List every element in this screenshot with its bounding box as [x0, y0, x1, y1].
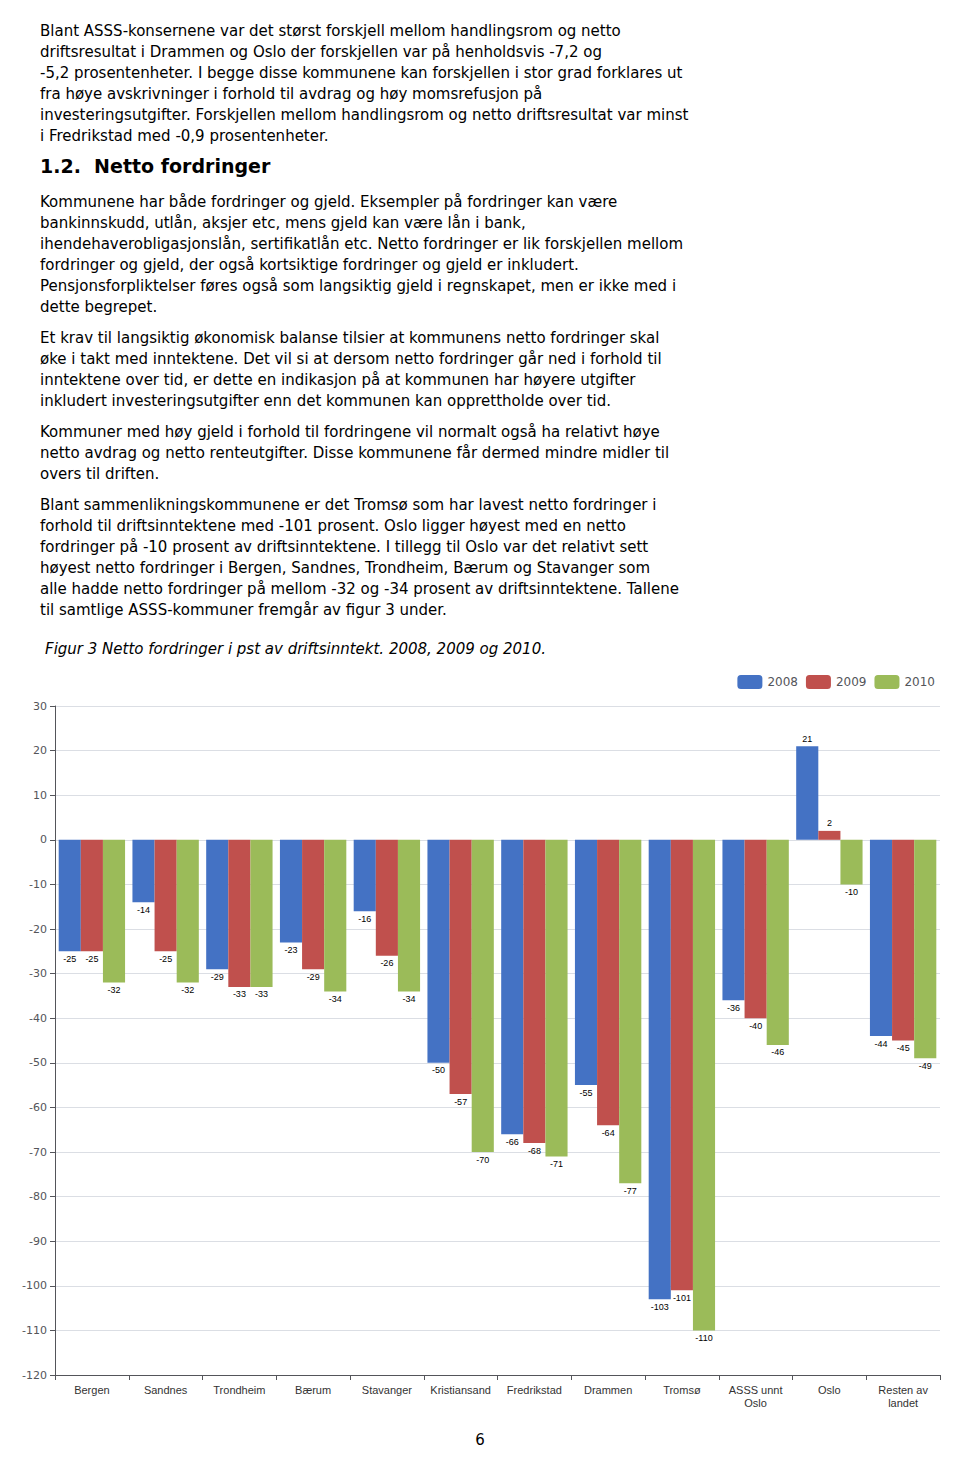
svg-text:10: 10 [33, 789, 47, 802]
svg-text:i Fredrikstad med -0,9 prosent: i Fredrikstad med -0,9 prosentenheter. [40, 127, 329, 145]
svg-text:-34: -34 [329, 994, 342, 1004]
svg-text:fordringer og gjeld, der også: fordringer og gjeld, der også kortsiktig… [40, 256, 579, 274]
svg-text:alle hadde netto fordringer på: alle hadde netto fordringer på mellom -3… [40, 580, 679, 598]
svg-text:-29: -29 [307, 972, 320, 982]
svg-text:-32: -32 [181, 985, 194, 995]
svg-text:Pensjonsforpliktelser føres og: Pensjonsforpliktelser føres også som lan… [40, 277, 676, 295]
svg-text:-60: -60 [29, 1101, 47, 1114]
svg-text:-33: -33 [233, 989, 246, 999]
svg-text:Drammen: Drammen [584, 1384, 632, 1396]
svg-text:ihendehaverobligasjonslån, ser: ihendehaverobligasjonslån, sertifikatlån… [40, 235, 683, 253]
svg-text:forhold til driftsinntektene m: forhold til driftsinntektene med -101 pr… [40, 517, 626, 535]
svg-text:30: 30 [33, 700, 47, 713]
svg-text:-26: -26 [380, 958, 393, 968]
svg-text:Kristiansand: Kristiansand [430, 1384, 491, 1396]
svg-text:-77: -77 [624, 1186, 637, 1196]
svg-text:-34: -34 [402, 994, 415, 1004]
svg-text:Blant sammenlikningskommunene: Blant sammenlikningskommunene er det Tro… [40, 496, 656, 514]
svg-text:bankinnskudd, utlån, aksjer et: bankinnskudd, utlån, aksjer etc, mens gj… [40, 214, 526, 232]
svg-text:-33: -33 [255, 989, 268, 999]
svg-text:Trondheim: Trondheim [213, 1384, 265, 1396]
svg-text:landet: landet [888, 1397, 918, 1409]
svg-text:-44: -44 [874, 1039, 887, 1049]
svg-text:20: 20 [33, 744, 47, 757]
svg-text:netto avdrag og netto renteutg: netto avdrag og netto renteutgifter. Dis… [40, 444, 669, 462]
svg-text:overs til driften.: overs til driften. [40, 465, 159, 483]
svg-text:-20: -20 [29, 923, 47, 936]
svg-text:-25: -25 [159, 954, 172, 964]
svg-text:Bergen: Bergen [74, 1384, 109, 1396]
svg-text:-100: -100 [22, 1279, 47, 1292]
svg-text:0: 0 [40, 833, 47, 846]
svg-text:Resten av: Resten av [878, 1384, 928, 1396]
svg-text:Fredrikstad: Fredrikstad [507, 1384, 562, 1396]
svg-text:-16: -16 [358, 914, 371, 924]
svg-text:-90: -90 [29, 1235, 47, 1248]
svg-text:fordringer på -10 prosent av d: fordringer på -10 prosent av driftsinnte… [40, 538, 648, 556]
svg-text:til samtlige ASSS-kommuner fre: til samtlige ASSS-kommuner fremgår av fi… [40, 601, 447, 619]
svg-text:øke i takt med inntektene. Det: øke i takt med inntektene. Det vil si at… [40, 350, 662, 368]
svg-text:6: 6 [475, 1431, 485, 1449]
svg-text:Blant ASSS-konsernene var det: Blant ASSS-konsernene var det størst for… [40, 22, 621, 40]
svg-text:-36: -36 [727, 1003, 740, 1013]
svg-text:-57: -57 [454, 1097, 467, 1107]
svg-text:investeringsutgifter. Forskjel: investeringsutgifter. Forskjellen mellom… [40, 106, 688, 124]
svg-text:-10: -10 [29, 878, 47, 891]
svg-text:-32: -32 [107, 985, 120, 995]
svg-text:-110: -110 [22, 1324, 47, 1337]
svg-text:2009: 2009 [836, 675, 867, 689]
svg-text:-29: -29 [211, 972, 224, 982]
svg-text:-5,2 prosentenheter. I begge d: -5,2 prosentenheter. I begge disse kommu… [40, 64, 682, 82]
svg-text:-55: -55 [579, 1088, 592, 1098]
svg-text:Tromsø: Tromsø [663, 1384, 701, 1396]
svg-text:Kommuner med høy gjeld i forho: Kommuner med høy gjeld i forhold til for… [40, 423, 660, 441]
svg-text:Et krav til langsiktig økonomi: Et krav til langsiktig økonomisk balanse… [40, 329, 659, 347]
svg-text:-110: -110 [695, 1333, 712, 1343]
svg-text:1.2. Netto fordringer: 1.2. Netto fordringer [40, 155, 271, 177]
svg-text:Oslo: Oslo [818, 1384, 841, 1396]
svg-text:høyest netto fordringer i Berg: høyest netto fordringer i Bergen, Sandne… [40, 559, 650, 577]
svg-text:driftsresultat i Drammen og Os: driftsresultat i Drammen og Oslo der for… [40, 43, 602, 61]
svg-text:Sandnes: Sandnes [144, 1384, 188, 1396]
svg-text:-71: -71 [550, 1159, 563, 1169]
svg-text:-80: -80 [29, 1190, 47, 1203]
svg-text:-10: -10 [845, 887, 858, 897]
svg-text:inkludert investeringsutgifter: inkludert investeringsutgifter enn det k… [40, 392, 611, 410]
svg-text:Bærum: Bærum [295, 1384, 331, 1396]
svg-text:-25: -25 [85, 954, 98, 964]
svg-text:-25: -25 [63, 954, 76, 964]
svg-text:-68: -68 [528, 1146, 541, 1156]
svg-text:2: 2 [827, 818, 832, 828]
svg-text:ASSS unnt: ASSS unnt [729, 1384, 783, 1396]
svg-text:-120: -120 [22, 1369, 47, 1382]
svg-text:-40: -40 [29, 1012, 47, 1025]
svg-text:fra høye avskrivninger i forho: fra høye avskrivninger i forhold til avd… [40, 85, 542, 103]
svg-text:-23: -23 [284, 945, 297, 955]
svg-text:-40: -40 [749, 1021, 762, 1031]
svg-text:2008: 2008 [767, 675, 798, 689]
svg-text:-70: -70 [476, 1155, 489, 1165]
svg-text:-49: -49 [919, 1061, 932, 1071]
svg-text:-14: -14 [137, 905, 150, 915]
svg-text:-70: -70 [29, 1146, 47, 1159]
svg-text:2010: 2010 [904, 675, 935, 689]
svg-text:-101: -101 [673, 1293, 691, 1303]
svg-text:-103: -103 [651, 1302, 669, 1312]
svg-text:-45: -45 [897, 1043, 910, 1053]
svg-text:-50: -50 [29, 1056, 47, 1069]
svg-text:21: 21 [802, 734, 812, 744]
svg-text:-50: -50 [432, 1065, 445, 1075]
svg-text:Kommunene har både fordringer: Kommunene har både fordringer og gjeld. … [40, 193, 617, 211]
svg-text:inntektene over tid, er dette: inntektene over tid, er dette en indikas… [40, 371, 636, 389]
svg-text:-46: -46 [771, 1047, 784, 1057]
svg-text:-66: -66 [506, 1137, 519, 1147]
svg-text:-30: -30 [29, 967, 47, 980]
svg-text:dette begrepet.: dette begrepet. [40, 298, 157, 316]
svg-text:Oslo: Oslo [744, 1397, 767, 1409]
svg-text:Figur 3 Netto fordringer i pst: Figur 3 Netto fordringer i pst av drifts… [45, 640, 546, 658]
svg-text:Stavanger: Stavanger [362, 1384, 412, 1396]
svg-text:-64: -64 [602, 1128, 615, 1138]
